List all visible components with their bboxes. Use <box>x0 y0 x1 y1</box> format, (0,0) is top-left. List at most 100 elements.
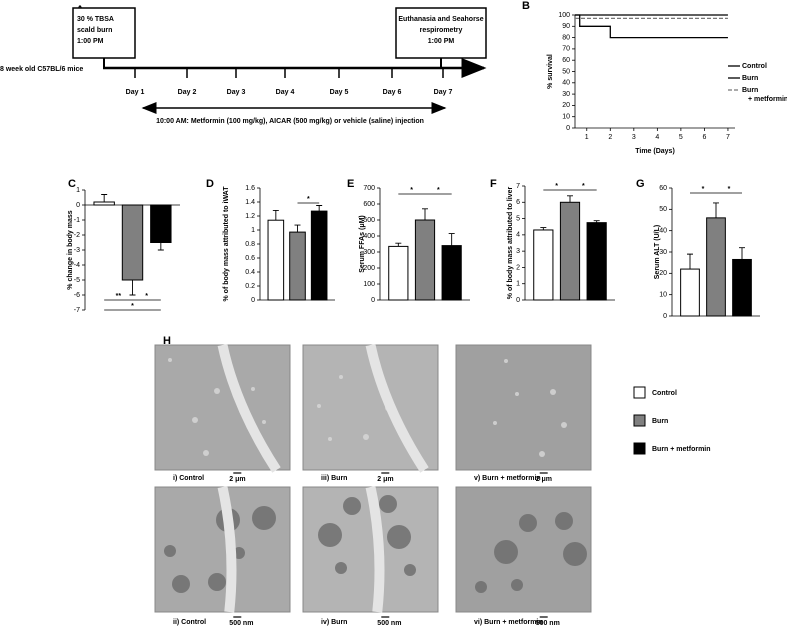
panel-label: F <box>490 178 497 190</box>
micrograph <box>455 344 592 471</box>
x-tick-label: 3 <box>632 134 636 141</box>
micrograph-detail <box>404 564 416 576</box>
micrograph-detail <box>192 417 198 423</box>
y-tick-label: 40 <box>562 80 570 87</box>
image-caption: vi) Burn + metformin <box>474 619 543 626</box>
y-tick-label: 0.4 <box>245 269 255 276</box>
y-tick-label: 2 <box>516 264 520 271</box>
day-label: Day 2 <box>178 89 197 96</box>
y-tick-label: 0.8 <box>245 241 255 248</box>
micrograph-detail <box>168 358 172 362</box>
micrograph-detail <box>563 542 587 566</box>
y-tick-label: 100 <box>363 281 375 288</box>
x-tick-label: 5 <box>679 134 683 141</box>
error-bar <box>540 227 547 230</box>
y-axis-label: % survival <box>547 54 554 89</box>
y-tick-label: 700 <box>363 185 375 192</box>
error-bar <box>157 242 164 251</box>
y-tick-label: 4 <box>516 232 520 239</box>
micrograph-detail <box>317 404 321 408</box>
y-tick-label: 100 <box>558 12 570 19</box>
significance-label: ** <box>116 293 122 300</box>
y-tick-label: 30 <box>659 249 667 256</box>
micrograph-detail <box>555 512 573 530</box>
bar <box>93 201 115 206</box>
significance-label: * <box>145 293 148 300</box>
error-bar <box>739 247 745 260</box>
legend-swatch <box>633 414 646 427</box>
membrane <box>365 343 429 473</box>
legend-label: Control <box>742 63 767 70</box>
bar <box>559 201 581 301</box>
y-tick-label: 1.4 <box>245 199 255 206</box>
y-tick-label: -7 <box>74 307 80 314</box>
panel-label: G <box>636 178 645 190</box>
bar <box>121 204 144 281</box>
micrograph-detail <box>252 506 276 530</box>
y-tick-label: 70 <box>562 46 570 53</box>
micrograph-detail <box>519 514 537 532</box>
y-axis-label: Serum ALT (U/L) <box>654 225 661 279</box>
panel-label: B <box>522 0 530 12</box>
treatment-label: 10:00 AM: Metformin (100 mg/kg), AICAR (… <box>156 118 424 125</box>
error-bar <box>395 242 402 247</box>
y-tick-label: 1 <box>516 281 520 288</box>
micrograph-detail <box>343 497 361 515</box>
error-bar <box>567 195 573 203</box>
bar <box>441 245 462 301</box>
mice-label: 8 week old C57BL/6 mice <box>0 66 83 73</box>
significance-label: * <box>307 196 310 203</box>
micrograph-detail <box>251 387 255 391</box>
image-caption: iv) Burn <box>321 619 347 626</box>
y-axis-label: % of body mass attributed to liver <box>507 187 514 300</box>
legend-label: Control <box>652 390 677 397</box>
y-tick-label: 0 <box>371 297 375 304</box>
image-caption: ii) Control <box>173 619 206 626</box>
error-bar <box>129 280 136 296</box>
membrane <box>217 485 237 613</box>
error-bar <box>316 205 323 212</box>
y-tick-label: 1 <box>251 227 255 234</box>
bar <box>388 245 409 301</box>
box-text: Euthanasia and Seahorse <box>398 16 483 23</box>
error-bar <box>101 194 108 202</box>
x-tick-label: 7 <box>726 134 730 141</box>
image-caption: i) Control <box>173 475 204 482</box>
panel-label: C <box>68 178 76 190</box>
legend-swatch <box>633 386 646 399</box>
bar <box>706 217 726 317</box>
panel-label: H <box>163 335 171 347</box>
membrane <box>217 343 281 473</box>
y-tick-label: 20 <box>562 102 570 109</box>
bar <box>150 204 172 243</box>
panel-label: E <box>347 178 354 190</box>
day-label: Day 4 <box>276 89 295 96</box>
scale-label: 500 nm <box>377 620 401 627</box>
y-tick-label: -4 <box>74 262 80 269</box>
micrograph-detail <box>515 392 519 396</box>
micrograph-detail <box>203 450 209 456</box>
x-tick-label: 2 <box>608 134 612 141</box>
bar <box>414 219 436 301</box>
y-tick-label: 0 <box>516 297 520 304</box>
legend-label: Burn <box>742 75 758 82</box>
y-tick-label: -1 <box>74 217 80 224</box>
significance-label: * <box>728 186 731 193</box>
box-text: scald burn <box>77 27 112 34</box>
y-tick-label: 60 <box>659 185 667 192</box>
micrograph-detail <box>561 422 567 428</box>
x-tick-label: 6 <box>702 134 706 141</box>
y-tick-label: 500 <box>363 217 375 224</box>
y-tick-label: 0 <box>566 125 570 132</box>
scale-label: 500 nm <box>229 620 253 627</box>
day-label: Day 7 <box>434 89 453 96</box>
micrograph-detail <box>511 579 523 591</box>
bar <box>289 231 306 301</box>
y-tick-label: 200 <box>363 265 375 272</box>
box-text: 1:00 PM <box>77 38 104 45</box>
scale-label: 2 μm <box>377 476 393 483</box>
significance-label: * <box>582 183 585 190</box>
micrograph-detail <box>493 421 497 425</box>
y-tick-label: 20 <box>659 270 667 277</box>
micrograph-detail <box>214 388 220 394</box>
